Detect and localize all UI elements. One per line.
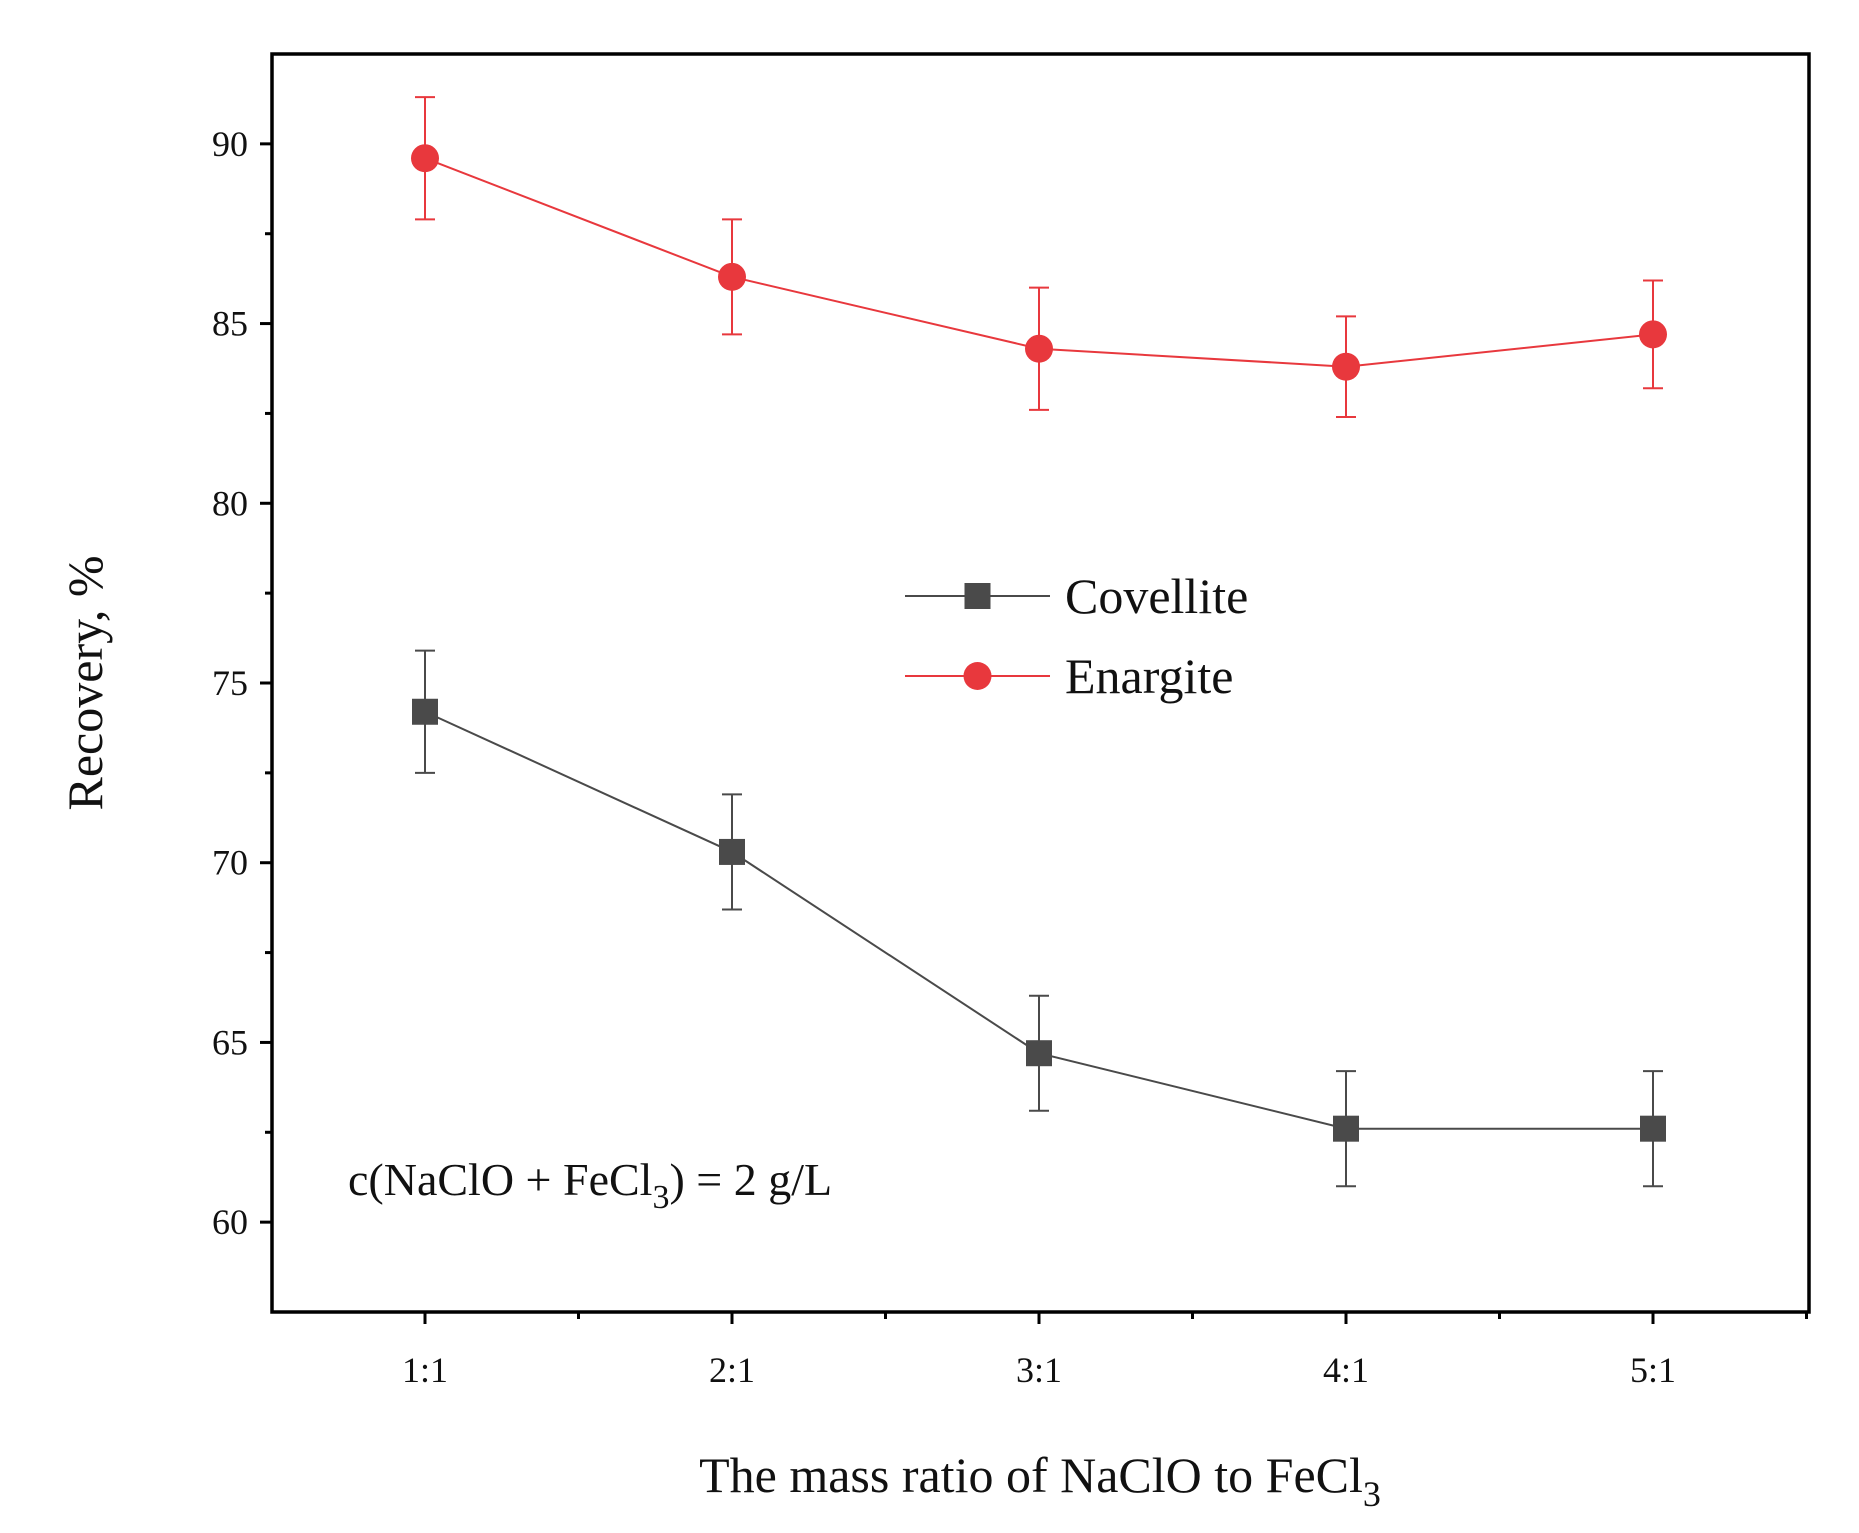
x-axis-title-subscript: 3 bbox=[1363, 1474, 1381, 1514]
enargite-point bbox=[718, 262, 746, 291]
x-tick-label: 3:1 bbox=[1016, 1350, 1062, 1390]
plot-layer bbox=[411, 96, 1667, 1188]
y-tick-label: 85 bbox=[212, 304, 248, 344]
x-tick-label: 2:1 bbox=[709, 1350, 755, 1390]
y-tick-label: 80 bbox=[212, 483, 248, 523]
concentration-annotation: c(NaClO + FeCl3) = 2 g/L bbox=[348, 1154, 832, 1216]
enargite-point bbox=[1025, 334, 1053, 363]
enargite-point bbox=[1639, 320, 1667, 349]
y-tick-label: 65 bbox=[212, 1022, 248, 1062]
concentration-annotation-subscript: 3 bbox=[652, 1179, 669, 1216]
legend-covellite-label: Covellite bbox=[1065, 568, 1248, 624]
legend-enargite-marker bbox=[963, 662, 992, 690]
y-tick-label: 70 bbox=[212, 843, 248, 883]
legend-enargite-label: Enargite bbox=[1065, 648, 1233, 704]
legend-covellite-marker bbox=[964, 583, 991, 609]
legend: Covellite Enargite bbox=[905, 568, 1248, 704]
x-axis-title: The mass ratio of NaClO to FeCl3 bbox=[699, 1447, 1381, 1514]
enargite-point bbox=[1332, 352, 1360, 381]
covellite-point bbox=[1026, 1040, 1052, 1067]
covellite-point bbox=[719, 838, 745, 865]
enargite-point bbox=[411, 144, 439, 173]
y-tick-label: 75 bbox=[212, 663, 248, 703]
covellite-point bbox=[412, 698, 438, 725]
x-tick-label: 5:1 bbox=[1630, 1350, 1676, 1390]
x-tick-label: 1:1 bbox=[402, 1350, 448, 1390]
axis-layer: 60 65 70 75 80 85 90 1:1 2:1 3:1 4:1 5:1 bbox=[212, 124, 1808, 1390]
covellite-point bbox=[1640, 1115, 1666, 1142]
x-tick-label: 4:1 bbox=[1323, 1350, 1369, 1390]
covellite-point bbox=[1333, 1115, 1359, 1142]
y-tick-label: 90 bbox=[212, 124, 248, 164]
y-axis-title: Recovery, % bbox=[57, 556, 113, 811]
y-tick-label: 60 bbox=[212, 1202, 248, 1242]
